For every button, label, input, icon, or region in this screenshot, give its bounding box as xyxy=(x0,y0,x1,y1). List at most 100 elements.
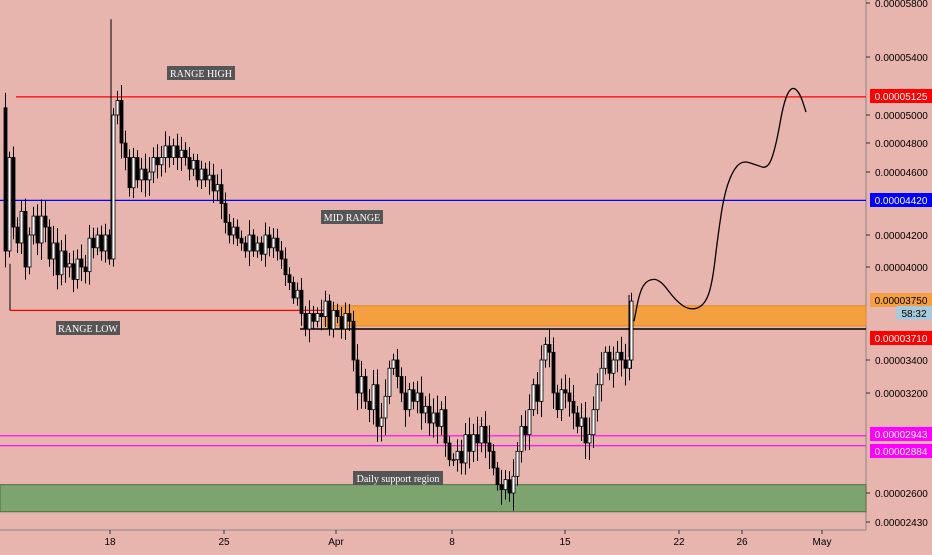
candle-body xyxy=(319,313,324,317)
candle-body xyxy=(363,376,368,402)
candle-body xyxy=(187,157,192,170)
candle-body xyxy=(131,157,136,189)
candle-body xyxy=(327,300,332,330)
candle-body xyxy=(251,234,256,252)
candle-body xyxy=(27,234,32,268)
candle-body xyxy=(111,114,116,260)
candle-body xyxy=(263,234,268,255)
price-ticks: 0.00005800 0.00005400 0.00005000 0.00004800… xyxy=(866,0,928,529)
candle-body xyxy=(107,234,112,260)
candle-body xyxy=(203,168,208,181)
candle-body xyxy=(151,157,156,173)
candle-body xyxy=(555,392,560,411)
candle-body xyxy=(391,359,396,369)
candle-body xyxy=(395,359,400,377)
candle-body xyxy=(79,258,84,268)
candle-body xyxy=(335,309,340,317)
candle-body xyxy=(95,234,100,249)
candle-body xyxy=(531,384,536,411)
candle-body xyxy=(175,145,180,158)
time-tick-label: 25 xyxy=(218,537,230,548)
candle-body xyxy=(115,100,120,116)
candle-body xyxy=(515,450,520,477)
candle-body xyxy=(431,412,436,424)
projection-layer xyxy=(633,87,807,322)
price-tick-label: 0.00003400 xyxy=(875,356,928,367)
candle-body xyxy=(455,450,460,461)
candle-body xyxy=(343,313,348,330)
price-tag-box xyxy=(870,444,932,458)
candle-body xyxy=(15,226,20,244)
candle-body xyxy=(435,412,440,427)
candle-body xyxy=(563,389,568,394)
candle-body xyxy=(287,274,292,283)
candle-body xyxy=(219,184,224,204)
candle-body xyxy=(627,359,632,369)
candle-body xyxy=(55,242,60,276)
candle-body xyxy=(347,313,352,322)
time-tick-label: 15 xyxy=(559,537,571,548)
candle-body xyxy=(191,159,196,170)
candle-body xyxy=(399,376,404,394)
candle-body xyxy=(7,157,12,252)
candle-body xyxy=(199,168,204,181)
candle-body xyxy=(583,417,588,444)
candle-body xyxy=(387,367,392,397)
price-tick-label: 0.00004800 xyxy=(875,139,928,150)
candle-body xyxy=(527,409,532,436)
candles-layer xyxy=(3,19,634,511)
candle-body xyxy=(595,384,600,411)
price-tag-label: 0.00002884 xyxy=(875,447,928,458)
daily-support-zone xyxy=(0,484,867,513)
candle-body xyxy=(547,344,552,353)
candle-body xyxy=(139,168,144,181)
candle-body xyxy=(355,359,360,394)
candle-body xyxy=(47,226,52,260)
time-tick-label: 8 xyxy=(449,537,455,548)
price-tag-box xyxy=(870,427,932,441)
candle-body xyxy=(371,384,376,411)
candle-body xyxy=(267,234,272,249)
candle-body xyxy=(63,250,68,268)
candle-body xyxy=(247,234,252,252)
candle-body xyxy=(383,395,388,419)
time-ticks: 18 25 Apr 8 15 22 26 May xyxy=(104,530,831,548)
candle-body xyxy=(307,313,312,330)
candle-body xyxy=(499,484,504,491)
price-tick-label: 0.00002430 xyxy=(875,518,928,529)
candle-body xyxy=(91,237,96,249)
price-tag-box xyxy=(896,306,932,320)
candle-body xyxy=(71,263,76,280)
candle-body xyxy=(591,409,596,436)
candle-body xyxy=(179,149,184,158)
candle-body xyxy=(123,142,128,158)
candle-body xyxy=(323,300,328,318)
candle-body xyxy=(315,313,320,322)
candle-body xyxy=(279,250,284,260)
candle-body xyxy=(183,149,188,158)
candle-body xyxy=(59,250,64,276)
price-tag-box xyxy=(870,193,932,207)
candle-body xyxy=(339,316,344,330)
candle-body xyxy=(235,226,240,239)
candle-body xyxy=(255,242,260,252)
candle-body xyxy=(587,434,592,444)
annotation-label: RANGE HIGH xyxy=(170,69,232,80)
candle-body xyxy=(243,242,248,252)
candle-body xyxy=(623,359,628,369)
candle-body xyxy=(295,289,300,299)
candle-body xyxy=(135,157,140,181)
candle-body xyxy=(475,434,480,444)
candle-body xyxy=(215,184,220,192)
candle-body xyxy=(567,392,572,402)
price-tick-label: 0.00002600 xyxy=(875,489,928,500)
candle-body xyxy=(375,384,380,427)
candle-body xyxy=(615,351,620,361)
candle-body xyxy=(579,417,584,427)
candle-body xyxy=(359,376,364,394)
annotation-label: Daily support region xyxy=(357,474,440,485)
price-tag-box xyxy=(870,331,932,345)
candle-body xyxy=(311,313,316,322)
time-tick-label: Apr xyxy=(328,537,344,548)
